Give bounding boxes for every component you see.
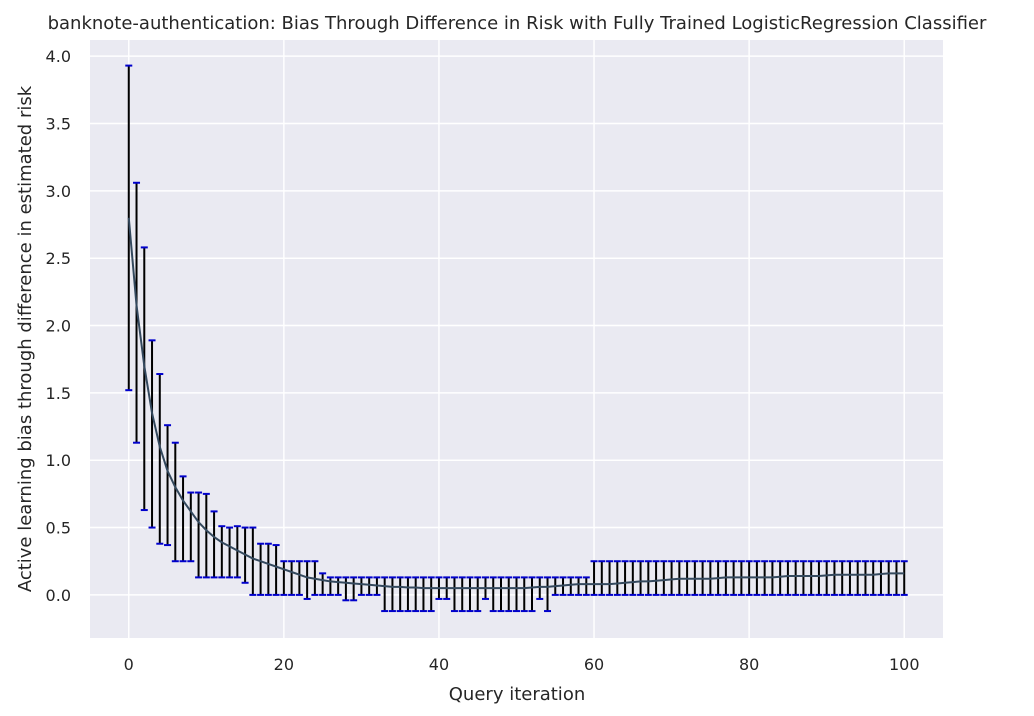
y-axis-label: Active learning bias through difference … [15,85,36,592]
grid-y [90,55,943,596]
y-tick-label: 0.0 [46,586,71,605]
grid-x [128,40,905,638]
x-tick-label: 20 [274,655,294,674]
error-bars [127,65,906,612]
y-tick-label: 1.0 [46,451,71,470]
y-tick-label: 0.5 [46,519,71,538]
y-tick-label: 3.0 [46,182,71,201]
x-tick-label: 100 [889,655,920,674]
x-tick-label: 40 [429,655,449,674]
y-tick-label: 2.5 [46,249,71,268]
y-tick-label: 3.5 [46,115,71,134]
y-tick-label: 2.0 [46,317,71,336]
x-tick-label: 80 [739,655,759,674]
plot-background [90,40,943,638]
y-tick-label: 1.5 [46,384,71,403]
x-tick-label: 60 [584,655,604,674]
y-tick-labels: 0.0 0.5 1.0 1.5 2.0 2.5 3.0 3.5 4.0 [46,47,71,605]
x-tick-label: 0 [124,655,134,674]
x-axis-label: Query iteration [449,684,585,705]
chart-title: banknote-authentication: Bias Through Di… [48,13,987,34]
x-tick-labels: 0 20 40 60 80 100 [124,655,920,674]
mean-line [127,217,905,590]
y-tick-label: 4.0 [46,47,71,66]
error-caps [125,64,908,613]
